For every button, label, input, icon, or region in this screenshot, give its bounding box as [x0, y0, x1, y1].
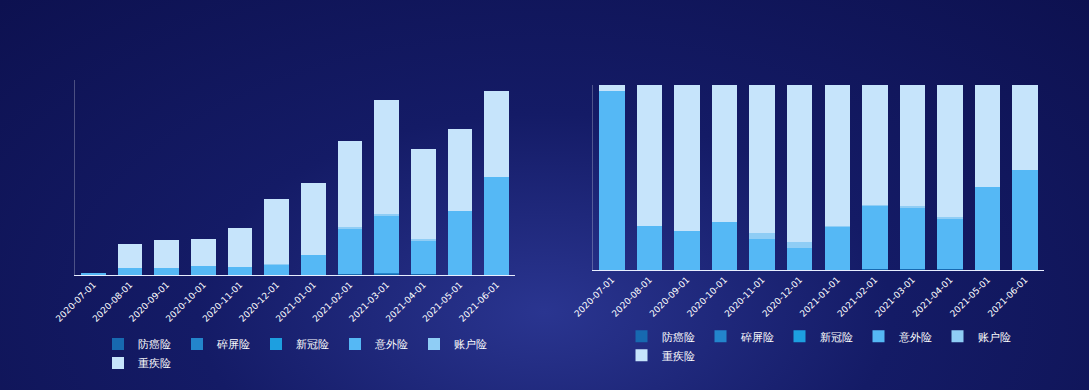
svg-text:2020-12-01: 2020-12-01: [760, 275, 804, 319]
svg-text:2021-03-01: 2021-03-01: [873, 275, 917, 319]
svg-text:账户险: 账户险: [978, 331, 1011, 344]
svg-text:2021-05-01: 2021-05-01: [421, 280, 465, 324]
svg-text:2021-01-01: 2021-01-01: [274, 280, 318, 324]
svg-text:2021-02-01: 2021-02-01: [835, 275, 879, 319]
svg-text:2021-06-01: 2021-06-01: [457, 280, 501, 324]
svg-text:2020-10-01: 2020-10-01: [685, 275, 729, 319]
svg-text:2021-05-01: 2021-05-01: [948, 275, 992, 319]
svg-text:碎屏险: 碎屏险: [740, 331, 774, 344]
svg-text:2020-11-01: 2020-11-01: [201, 280, 245, 324]
svg-text:2020-11-01: 2020-11-01: [723, 275, 767, 319]
svg-text:2021-03-01: 2021-03-01: [347, 280, 391, 324]
svg-text:2020-12-01: 2020-12-01: [237, 280, 281, 324]
svg-text:2021-02-01: 2021-02-01: [311, 280, 355, 324]
svg-text:2020-09-01: 2020-09-01: [647, 275, 691, 319]
svg-text:2021-04-01: 2021-04-01: [911, 275, 955, 319]
svg-text:2020-08-01: 2020-08-01: [610, 275, 654, 319]
svg-text:2021-06-01: 2021-06-01: [986, 275, 1030, 319]
svg-text:防癌险: 防癌险: [138, 338, 171, 351]
svg-text:意外险: 意外险: [374, 338, 408, 351]
svg-text:防癌险: 防癌险: [662, 331, 695, 344]
svg-text:2020-10-01: 2020-10-01: [164, 280, 208, 324]
svg-text:2020-09-01: 2020-09-01: [127, 280, 171, 324]
svg-text:碎屏险: 碎屏险: [216, 338, 250, 351]
svg-text:2020-07-01: 2020-07-01: [54, 280, 98, 324]
svg-text:重疾险: 重疾险: [662, 350, 695, 363]
svg-text:重疾险: 重疾险: [138, 357, 171, 370]
svg-text:意外险: 意外险: [898, 331, 932, 344]
svg-text:2020-08-01: 2020-08-01: [91, 280, 135, 324]
svg-text:2021-01-01: 2021-01-01: [798, 275, 842, 319]
svg-text:新冠险: 新冠险: [820, 331, 853, 344]
svg-text:账户险: 账户险: [454, 338, 487, 351]
svg-text:2021-04-01: 2021-04-01: [384, 280, 428, 324]
svg-text:2020-07-01: 2020-07-01: [572, 275, 616, 319]
svg-text:新冠险: 新冠险: [296, 338, 329, 351]
